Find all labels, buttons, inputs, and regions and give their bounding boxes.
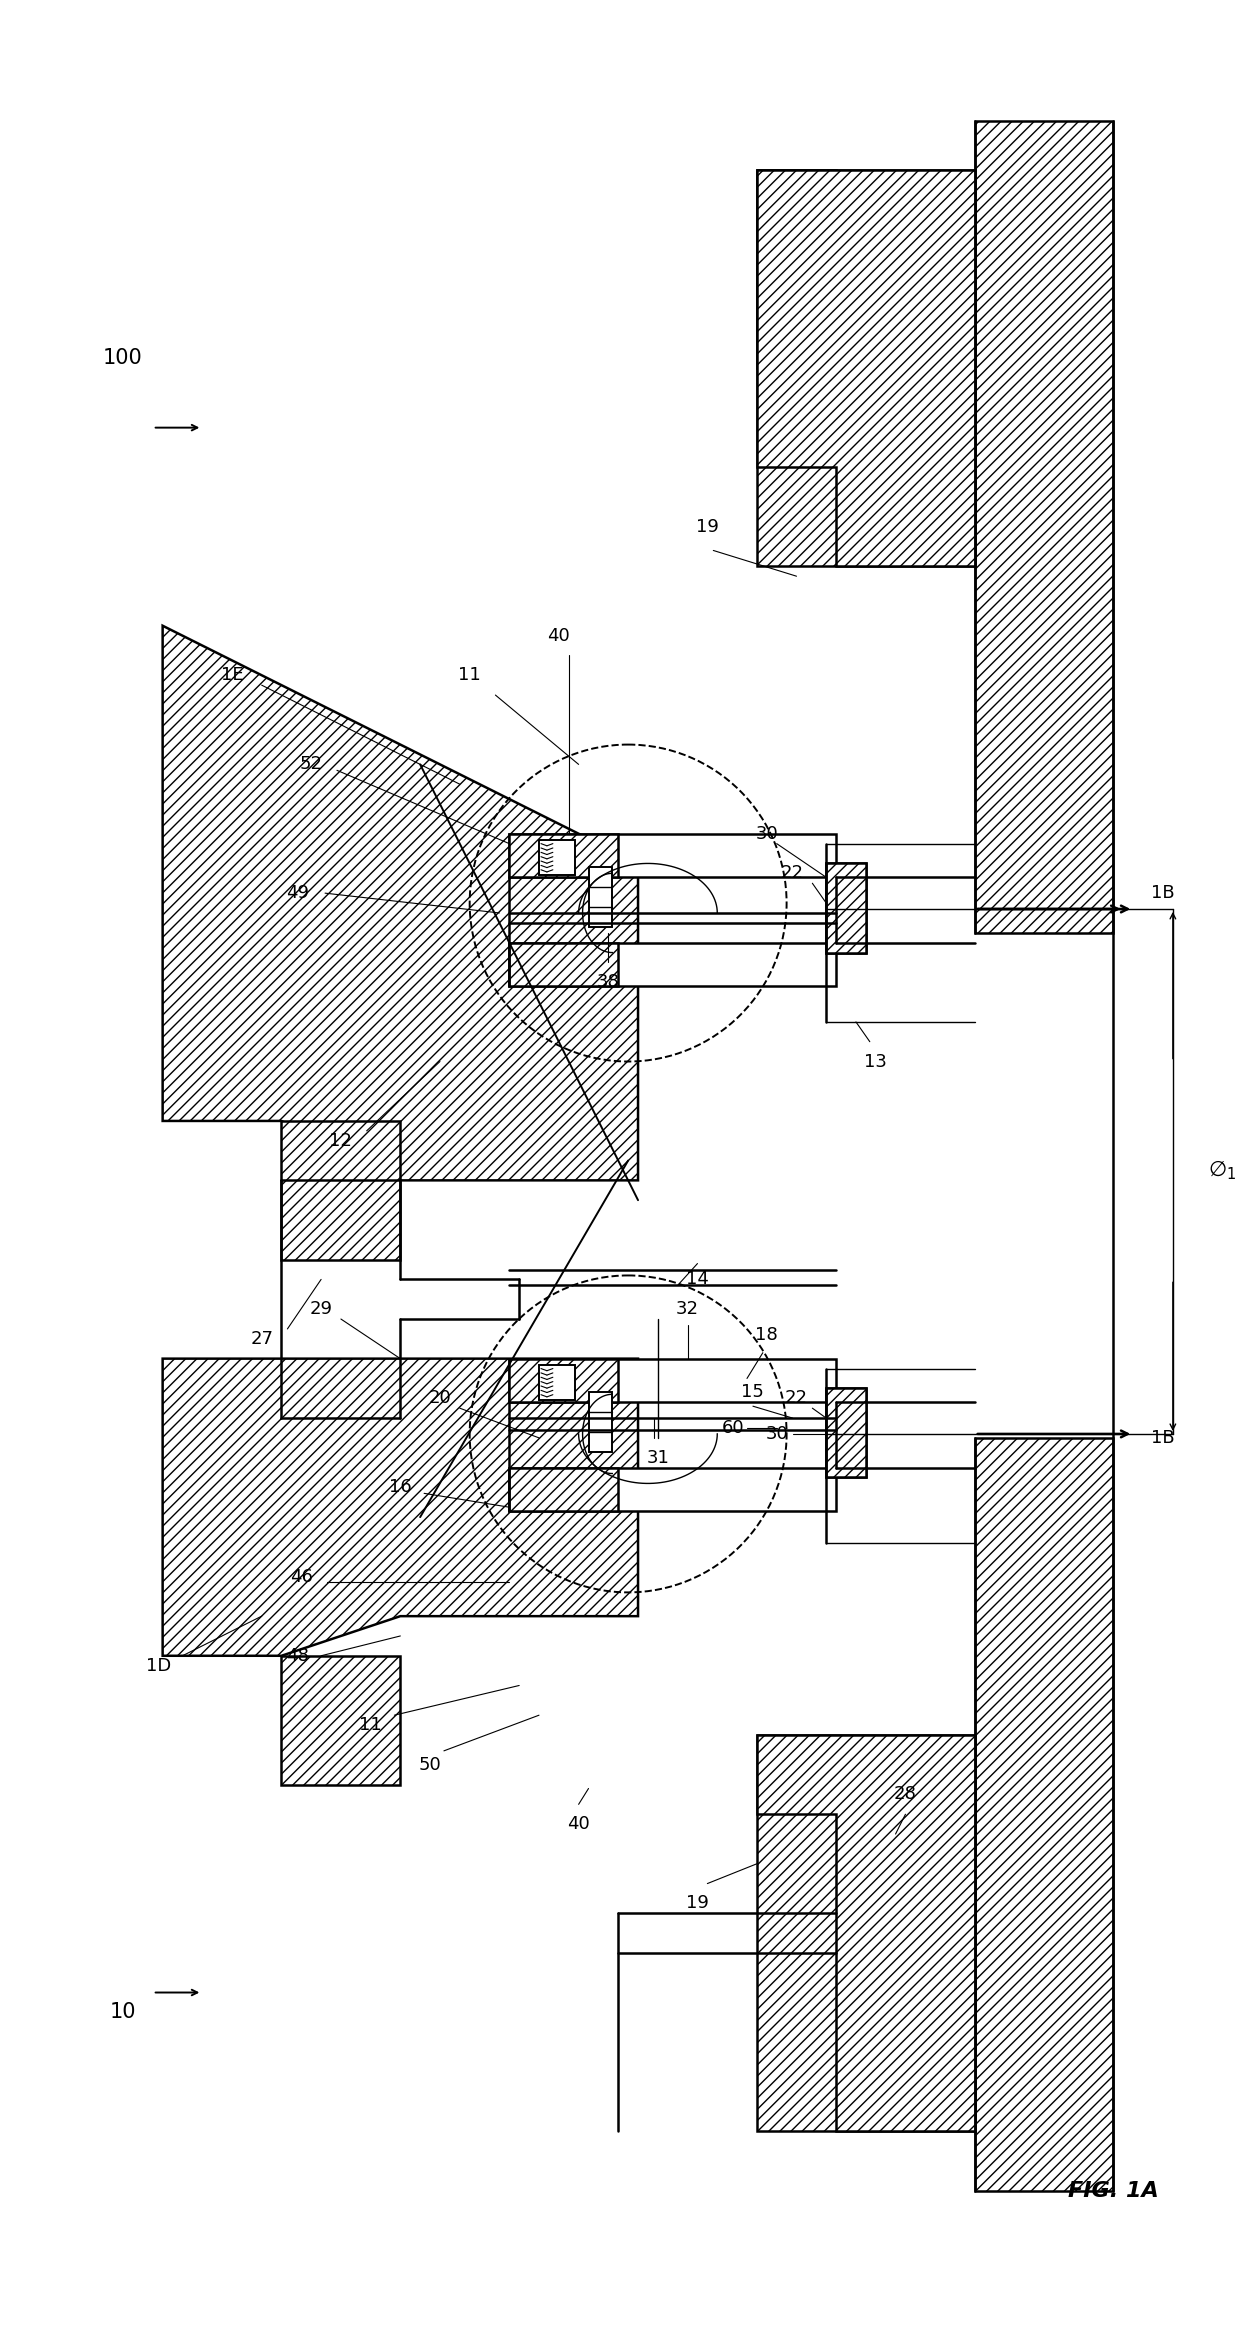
Bar	[826, 1388, 866, 1477]
Bar	[510, 833, 836, 877]
Text: 10: 10	[110, 2002, 136, 2023]
Bar	[510, 1358, 836, 1402]
Bar	[756, 1736, 975, 2130]
Text: 40: 40	[547, 628, 570, 644]
Text: 1D: 1D	[146, 1656, 171, 1675]
Polygon shape	[756, 170, 975, 567]
Bar	[539, 1365, 574, 1400]
Text: 15: 15	[742, 1383, 764, 1402]
Text: 29: 29	[310, 1299, 332, 1318]
Polygon shape	[756, 1736, 975, 2130]
Text: 12: 12	[330, 1132, 352, 1150]
Text: 50: 50	[419, 1757, 441, 1773]
Bar	[756, 170, 836, 268]
Bar	[826, 1388, 866, 1477]
Text: 22: 22	[781, 863, 804, 882]
Text: 18: 18	[755, 1325, 779, 1344]
Bar	[975, 121, 1114, 933]
Text: 31: 31	[646, 1449, 670, 1467]
Bar	[589, 1393, 613, 1451]
Bar	[756, 268, 895, 369]
Text: 100: 100	[103, 348, 143, 369]
Text: 38: 38	[596, 973, 620, 992]
Bar	[589, 868, 613, 926]
Text: 22: 22	[785, 1388, 808, 1407]
Bar	[539, 840, 574, 875]
Text: 46: 46	[290, 1568, 312, 1586]
Text: 16: 16	[389, 1479, 412, 1495]
Text: 11: 11	[360, 1717, 382, 1733]
Bar	[510, 1358, 619, 1402]
Bar	[756, 170, 975, 567]
Polygon shape	[162, 1358, 639, 1656]
Bar	[510, 833, 619, 877]
Text: 11: 11	[459, 667, 481, 684]
Text: 52: 52	[300, 756, 322, 772]
Polygon shape	[281, 1120, 401, 1260]
Bar	[975, 1437, 1114, 2191]
Text: 30: 30	[765, 1425, 789, 1442]
Text: 19: 19	[696, 518, 719, 537]
Bar	[510, 1467, 619, 1512]
Text: 28: 28	[894, 1785, 916, 1803]
Text: 13: 13	[864, 1052, 887, 1071]
Bar	[510, 943, 619, 987]
Text: FIG. 1A: FIG. 1A	[1068, 2181, 1159, 2200]
Text: 48: 48	[286, 1647, 309, 1666]
Polygon shape	[162, 625, 639, 1180]
Text: 40: 40	[567, 1815, 590, 1834]
Bar	[510, 943, 836, 987]
Text: 1B: 1B	[1151, 884, 1174, 903]
Text: 30: 30	[755, 826, 779, 842]
Text: 20: 20	[429, 1388, 451, 1407]
Text: 1B: 1B	[1151, 1428, 1174, 1446]
Text: 60: 60	[722, 1418, 744, 1437]
Text: 27: 27	[250, 1330, 273, 1348]
Text: 19: 19	[686, 1894, 709, 1913]
Text: $\emptyset_1$: $\emptyset_1$	[1208, 1160, 1236, 1183]
Bar	[826, 863, 866, 952]
Text: 49: 49	[286, 884, 309, 903]
Bar	[510, 1467, 836, 1512]
Text: 1E: 1E	[221, 667, 243, 684]
Text: 14: 14	[686, 1271, 709, 1288]
Text: 32: 32	[676, 1299, 699, 1318]
Polygon shape	[281, 1656, 401, 1785]
Bar	[826, 863, 866, 952]
